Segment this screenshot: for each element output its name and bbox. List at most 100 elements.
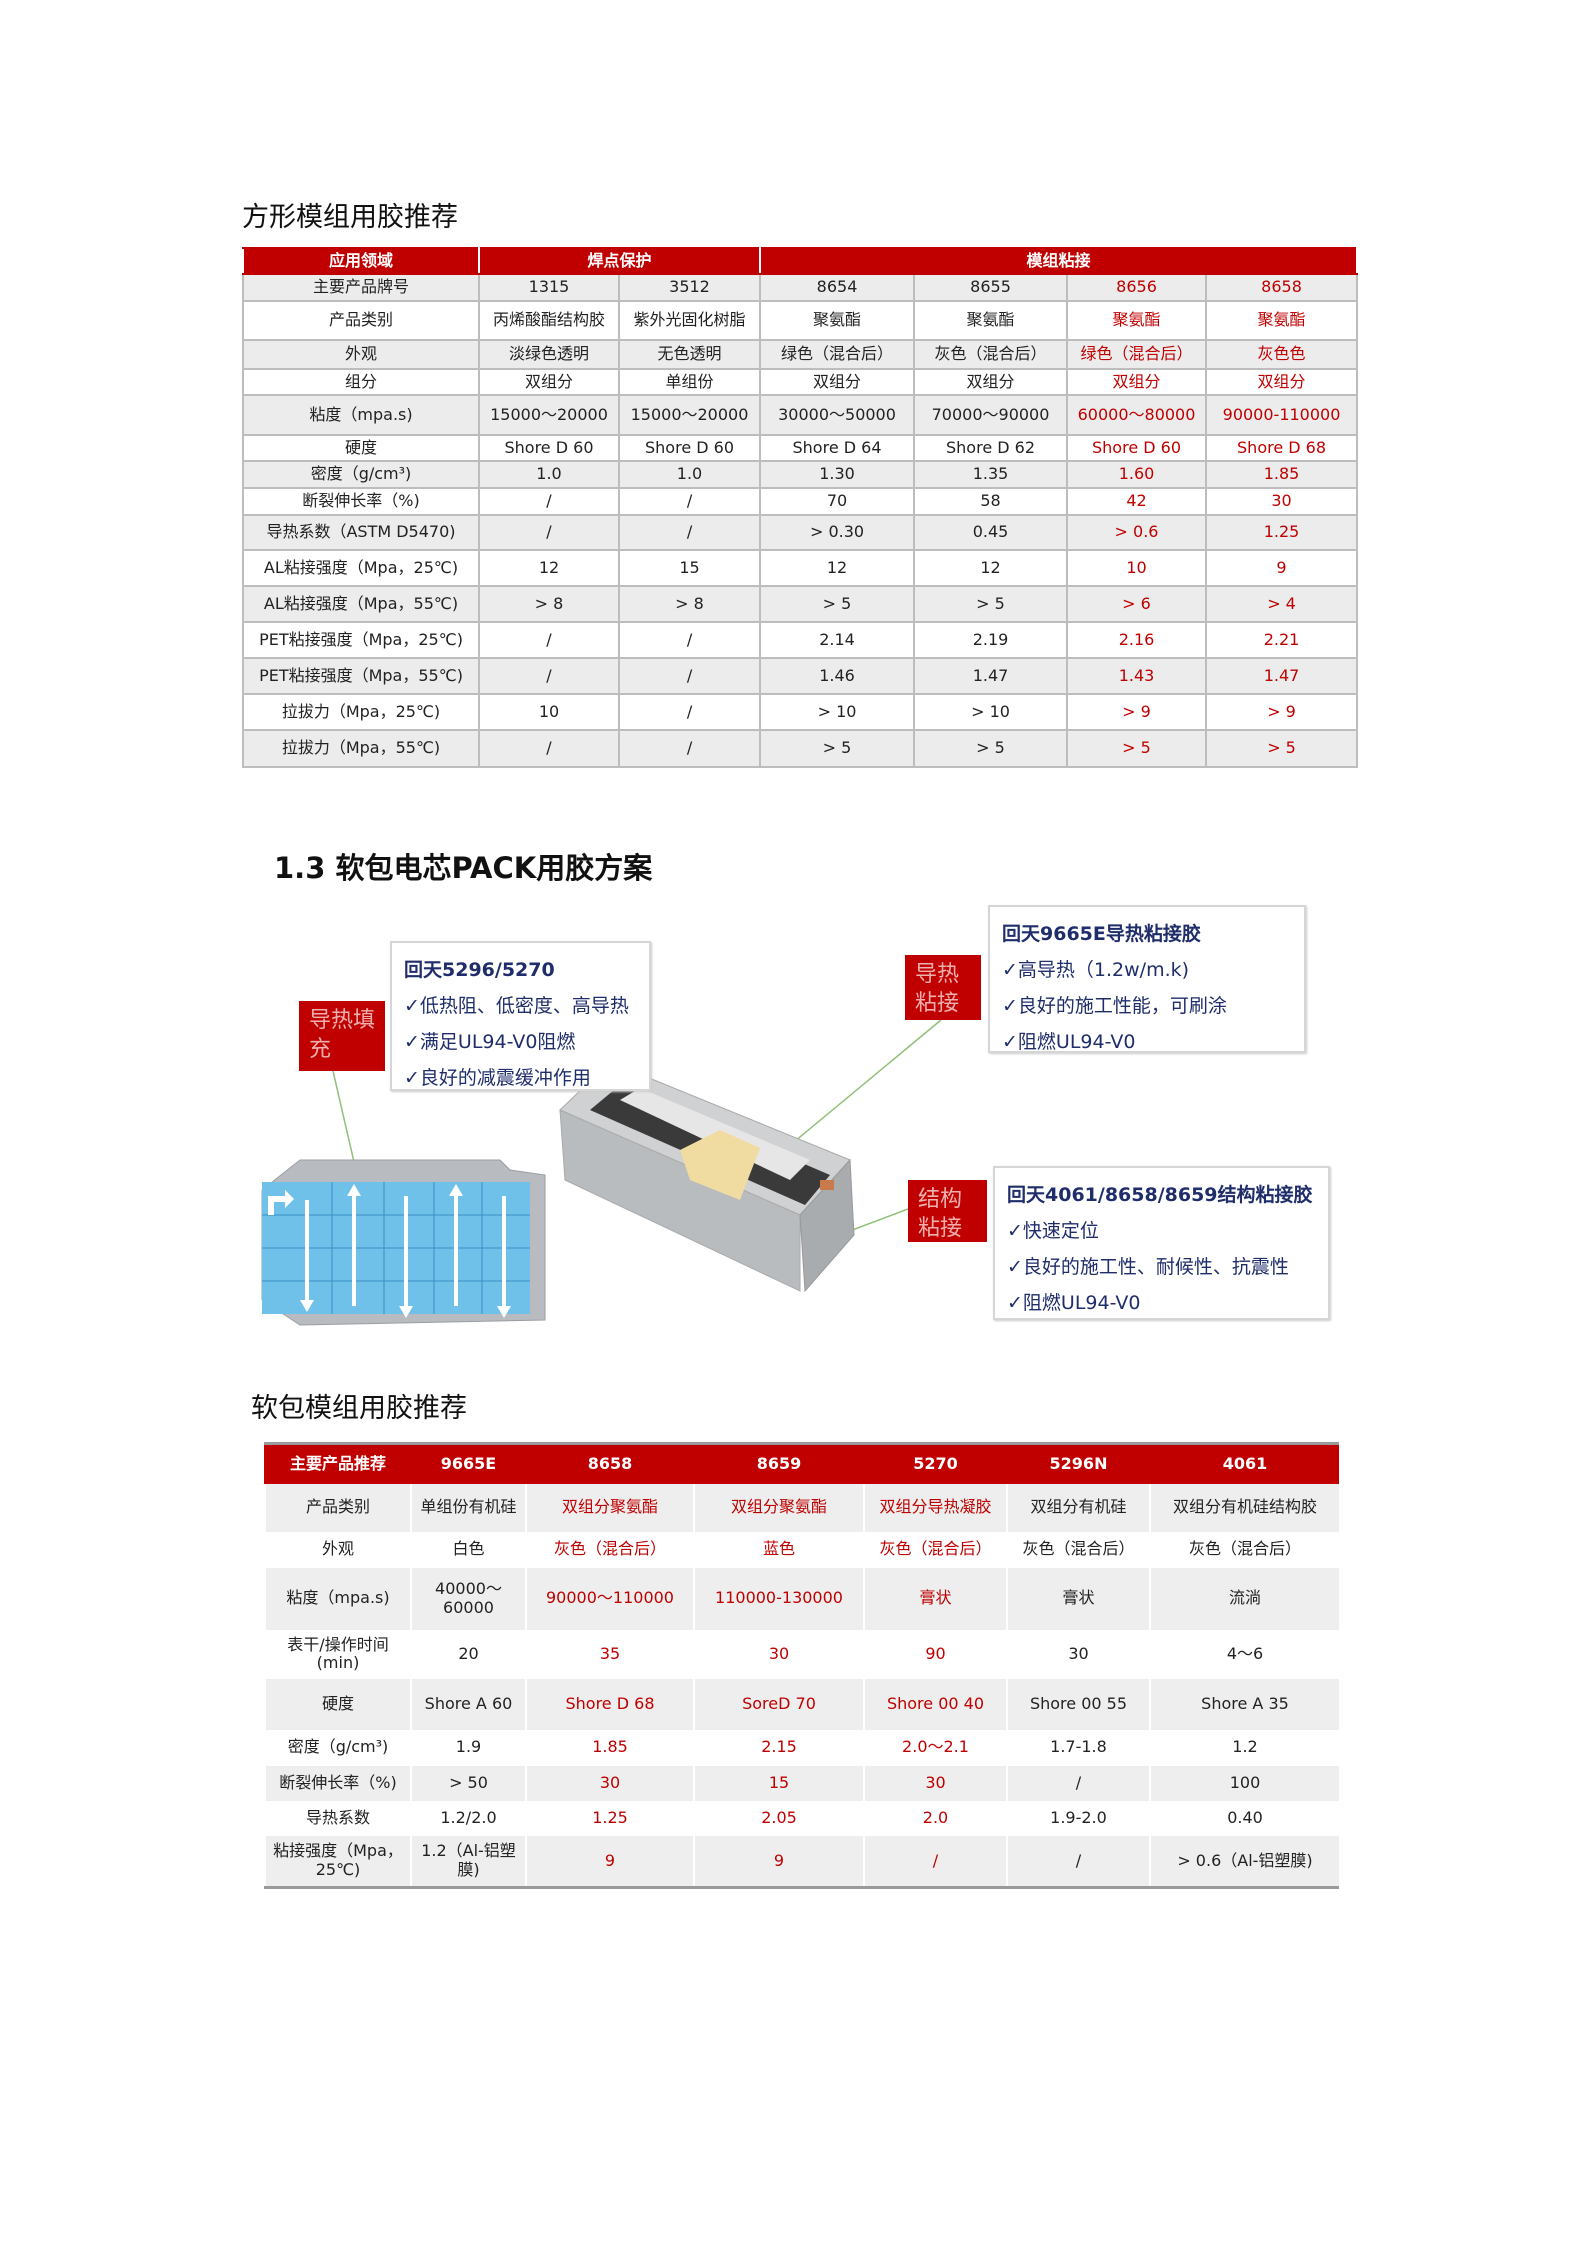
callout-item: ✓良好的施工性、耐候性、抗震性 xyxy=(1007,1256,1289,1278)
pouch-module-title: 软包模组用胶推荐 xyxy=(251,1393,467,1424)
table-cell: 硬度 xyxy=(242,434,480,462)
battery-pack-image xyxy=(261,1159,546,1326)
callout-item: ✓阻燃UL94-V0 xyxy=(1007,1292,1141,1314)
table-row: 导热系数 1.2/2.0 1.25 2.05 2.0 1.9-2.0 0.40 xyxy=(264,1800,1339,1836)
table-cell: 5296N xyxy=(1006,1442,1150,1484)
table-cell: 丙烯酸酯结构胶 xyxy=(478,300,620,341)
table-cell: 1.35 xyxy=(913,460,1069,489)
table-cell: 聚氨酯 xyxy=(1066,300,1208,341)
table-cell: Shore D 68 xyxy=(525,1678,694,1730)
table-cell: 5270 xyxy=(863,1442,1007,1484)
table-row: 硬度 Shore A 60 Shore D 68 SoreD 70 Shore 00 4… xyxy=(264,1678,1339,1730)
table-cell: > 0.30 xyxy=(759,514,916,551)
table-cell: 灰色色 xyxy=(1205,339,1359,370)
table-cell: 9 xyxy=(693,1835,864,1889)
table-cell: 4～6 xyxy=(1149,1629,1339,1679)
table-cell: 灰色（混合后） xyxy=(1006,1531,1150,1568)
callout-5296-5270: 回天5296/5270 ✓低热阻、低密度、高导热 ✓满足UL94-V0阻燃 ✓良… xyxy=(390,941,651,1091)
table-cell: 1.2/2.0 xyxy=(410,1800,526,1836)
table-cell: > 4 xyxy=(1205,585,1359,623)
table-cell: 3512 xyxy=(617,273,762,302)
callout-item: ✓阻燃UL94-V0 xyxy=(1002,1031,1136,1053)
table-cell: 单组份有机硅 xyxy=(410,1483,526,1532)
table-cell: 8659 xyxy=(693,1442,864,1484)
table-cell: 15000～20000 xyxy=(478,394,620,436)
table-cell: Shore D 64 xyxy=(759,434,916,462)
callout-9665e: 回天9665E导热粘接胶 ✓高导热（1.2w/m.k) ✓良好的施工性能，可刷涂… xyxy=(988,905,1306,1053)
table-cell: 8658 xyxy=(1205,273,1359,302)
table-cell: 110000-130000 xyxy=(693,1567,864,1630)
table-cell: 12 xyxy=(913,549,1069,587)
callout-title: 回天5296/5270 xyxy=(404,959,555,981)
section-heading: 1.3 软包电芯PACK用胶方案 xyxy=(274,851,653,885)
table-cell: 1.46 xyxy=(759,657,916,695)
table-cell: 聚氨酯 xyxy=(759,300,916,341)
table-cell: > 9 xyxy=(1066,693,1208,731)
table-cell: 灰色（混合后） xyxy=(1149,1531,1339,1568)
table-cell: PET粘接强度（Mpa，25℃) xyxy=(242,621,480,659)
callout-item: ✓低热阻、低密度、高导热 xyxy=(404,995,629,1017)
table-cell: 双组分 xyxy=(1066,368,1208,396)
table-cell: 灰色（混合后） xyxy=(913,339,1069,370)
table-cell: 30 xyxy=(863,1765,1007,1801)
table-cell: 双组分 xyxy=(478,368,620,396)
table-cell: 表干/操作时间(min) xyxy=(264,1629,411,1679)
table-cell: / xyxy=(617,514,762,551)
table-cell: 2.14 xyxy=(759,621,916,659)
tag-thermal-bonding: 导热粘接 xyxy=(905,955,981,1020)
table-cell: 双组分聚氨酯 xyxy=(525,1483,694,1532)
table-cell: 1.2（Al-铝塑膜) xyxy=(410,1835,526,1889)
table-row: 密度（g/cm³) 1.9 1.85 2.15 2.0～2.1 1.7-1.8 1.2 xyxy=(264,1729,1339,1766)
table-cell: 58 xyxy=(913,487,1069,516)
table-cell: / xyxy=(1006,1765,1150,1801)
table-row: 密度（g/cm³) 1.0 1.0 1.30 1.35 1.60 1.85 xyxy=(242,460,1359,489)
table-cell: 产品类别 xyxy=(242,300,480,341)
table-cell: 20 xyxy=(410,1629,526,1679)
table-cell: / xyxy=(863,1835,1007,1889)
callout-item: ✓满足UL94-V0阻燃 xyxy=(404,1031,576,1053)
table-cell: 淡绿色透明 xyxy=(478,339,620,370)
table-cell: 单组份 xyxy=(617,368,762,396)
table-cell: 2.21 xyxy=(1205,621,1359,659)
table-cell: 8655 xyxy=(913,273,1069,302)
table-row: 导热系数（ASTM D5470) / / > 0.30 0.45 > 0.6 1.25 xyxy=(242,514,1359,551)
table-cell: > 5 xyxy=(1066,729,1208,768)
table-cell: / xyxy=(478,657,620,695)
table-cell: 1.0 xyxy=(617,460,762,489)
table-cell: 密度（g/cm³) xyxy=(242,460,480,489)
table-cell: 60000～80000 xyxy=(1066,394,1208,436)
table-cell: 0.40 xyxy=(1149,1800,1339,1836)
table-cell: 30 xyxy=(693,1629,864,1679)
table-cell: 8658 xyxy=(525,1442,694,1484)
table-cell: > 10 xyxy=(759,693,916,731)
table-cell: 2.0～2.1 xyxy=(863,1729,1007,1766)
table-cell: > 5 xyxy=(1205,729,1359,768)
table-cell: 主要产品牌号 xyxy=(242,273,480,302)
table-cell: 外观 xyxy=(242,339,480,370)
table-cell: Shore 00 40 xyxy=(863,1678,1007,1730)
callout-item: ✓良好的减震缓冲作用 xyxy=(404,1067,591,1089)
table-cell: 拉拔力（Mpa，25℃) xyxy=(242,693,480,731)
table-cell: 1.0 xyxy=(478,460,620,489)
table-cell: 42 xyxy=(1066,487,1208,516)
table-cell: AL粘接强度（Mpa，25℃) xyxy=(242,549,480,587)
table-cell: / xyxy=(617,621,762,659)
table-row: 产品类别 单组份有机硅 双组分聚氨酯 双组分聚氨酯 双组分导热凝胶 双组分有机硅 双组分有机… xyxy=(264,1483,1339,1532)
table-row: 硬度 Shore D 60 Shore D 60 Shore D 64 Shore D … xyxy=(242,434,1359,462)
table-cell: 双组分有机硅 xyxy=(1006,1483,1150,1532)
table-cell: 灰色（混合后） xyxy=(525,1531,694,1568)
battery-module-image xyxy=(559,1061,855,1293)
table-cell: > 9 xyxy=(1205,693,1359,731)
table-cell: 30 xyxy=(1006,1629,1150,1679)
table-cell: 1.85 xyxy=(525,1729,694,1766)
table-row: 断裂伸长率（%) > 50 30 15 30/100 xyxy=(264,1765,1339,1801)
table-cell: 白色 xyxy=(410,1531,526,1568)
table-cell: 聚氨酯 xyxy=(1205,300,1359,341)
table-cell: 8654 xyxy=(759,273,916,302)
table-cell: 9 xyxy=(1205,549,1359,587)
table-cell: PET粘接强度（Mpa，55℃) xyxy=(242,657,480,695)
callout-item: ✓快速定位 xyxy=(1007,1220,1099,1242)
table-cell: 30000～50000 xyxy=(759,394,916,436)
table-row: 产品类别 丙烯酸酯结构胶 紫外光固化树脂 聚氨酯 聚氨酯 聚氨酯 聚氨酯 xyxy=(242,300,1359,341)
table-cell: 焊点保护 xyxy=(477,247,762,275)
